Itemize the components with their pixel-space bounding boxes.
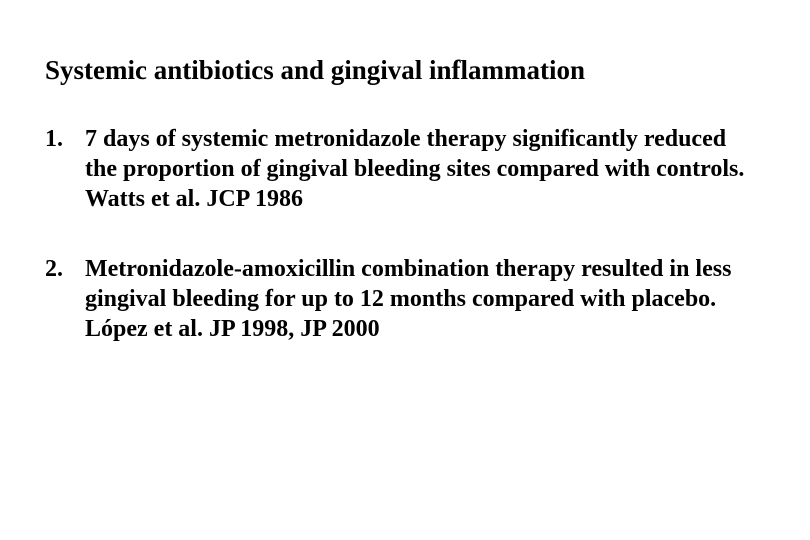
list-number: 1.: [45, 124, 85, 214]
list-item: 2. Metronidazole-amoxicillin combination…: [45, 254, 760, 344]
list-text: Metronidazole-amoxicillin combination th…: [85, 254, 760, 344]
numbered-list: 1. 7 days of systemic metronidazole ther…: [45, 124, 760, 344]
list-item: 1. 7 days of systemic metronidazole ther…: [45, 124, 760, 214]
list-text: 7 days of systemic metronidazole therapy…: [85, 124, 760, 214]
list-number: 2.: [45, 254, 85, 344]
slide-title: Systemic antibiotics and gingival inflam…: [45, 55, 760, 86]
